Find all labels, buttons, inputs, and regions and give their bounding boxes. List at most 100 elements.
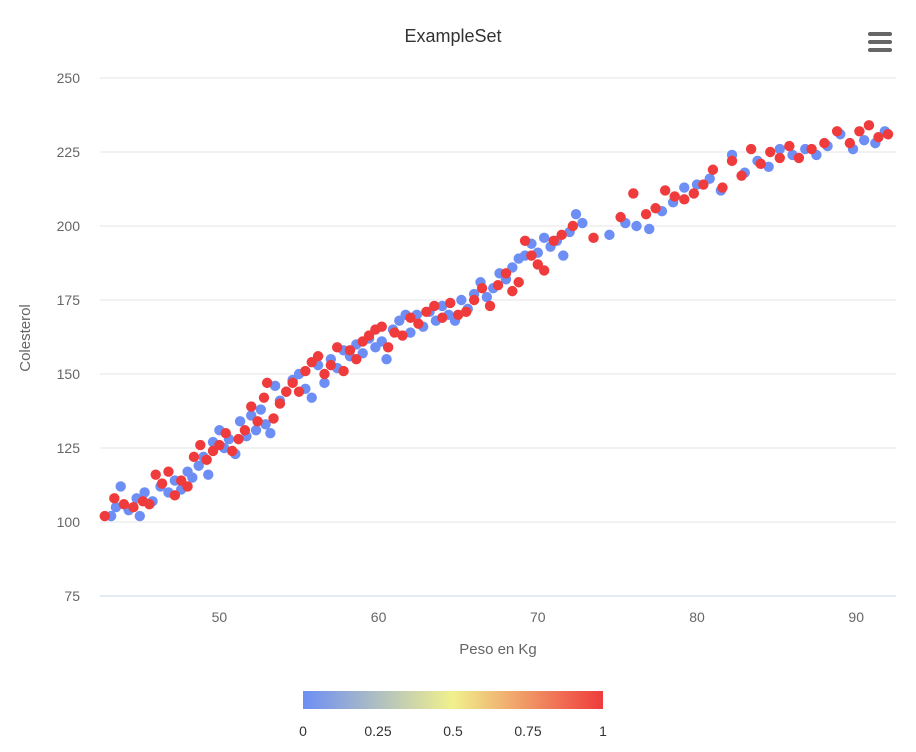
data-point — [863, 120, 875, 131]
data-point — [429, 300, 440, 312]
data-point — [306, 392, 317, 403]
data-point — [389, 327, 400, 338]
data-point — [312, 351, 324, 362]
y-tick-label: 100 — [57, 514, 81, 530]
data-point — [556, 229, 567, 241]
data-point — [567, 220, 579, 232]
data-point — [163, 466, 174, 477]
data-point — [604, 229, 615, 241]
data-point — [261, 377, 273, 389]
data-point — [669, 191, 680, 202]
y-tick-label: 150 — [57, 366, 81, 382]
data-point — [265, 428, 276, 439]
color-scale-tick-label: 0.25 — [364, 723, 391, 739]
data-point — [150, 469, 161, 480]
data-point — [460, 306, 472, 318]
data-point — [793, 152, 805, 164]
data-point — [873, 132, 884, 143]
data-point — [214, 439, 225, 451]
data-point — [144, 499, 155, 510]
y-tick-label: 250 — [57, 70, 81, 86]
data-point — [260, 419, 271, 430]
x-tick-label: 60 — [371, 609, 387, 625]
data-point — [577, 217, 588, 229]
data-point — [169, 490, 181, 501]
data-point — [405, 327, 416, 338]
data-point — [139, 487, 150, 498]
data-point — [736, 170, 747, 181]
data-point — [717, 182, 728, 193]
y-tick-label: 125 — [57, 440, 81, 456]
data-point — [453, 309, 464, 320]
data-point — [268, 413, 279, 424]
data-point — [726, 155, 738, 167]
data-point — [707, 164, 719, 175]
data-point — [128, 502, 139, 513]
data-point — [698, 179, 709, 190]
data-point — [193, 460, 204, 471]
data-point — [246, 401, 257, 412]
data-point — [615, 211, 626, 223]
data-point — [650, 203, 661, 214]
data-point — [679, 182, 690, 193]
y-tick-label: 75 — [64, 588, 80, 604]
data-point — [109, 493, 120, 504]
color-scale-tick-labels: 0 0.25 0.5 0.75 1 — [299, 723, 607, 739]
data-point — [628, 188, 639, 199]
data-point — [445, 297, 456, 309]
y-axis-label: Colesterol — [17, 304, 34, 372]
data-point — [763, 161, 774, 172]
data-point — [319, 377, 330, 389]
data-point — [293, 386, 305, 397]
y-axis-tick-labels: 75 100 125 150 175 200 225 250 — [57, 70, 81, 604]
data-point — [381, 354, 392, 365]
x-axis-label: Peso en Kg — [459, 641, 537, 658]
data-point — [376, 321, 387, 332]
data-point — [239, 425, 251, 436]
data-point — [819, 137, 830, 149]
data-point — [195, 439, 206, 451]
data-point — [774, 143, 785, 155]
data-point — [437, 300, 448, 312]
data-point — [382, 342, 394, 353]
data-point — [287, 377, 298, 389]
data-point — [558, 250, 569, 261]
data-point — [226, 445, 238, 457]
data-point — [274, 398, 286, 409]
data-point — [201, 454, 212, 466]
data-point — [765, 146, 776, 158]
data-point — [182, 481, 193, 492]
data-point — [405, 312, 416, 323]
data-point — [500, 268, 512, 279]
data-point — [344, 345, 356, 356]
data-point — [99, 510, 110, 522]
x-tick-label: 80 — [689, 609, 705, 625]
data-point — [507, 285, 518, 297]
data-point — [784, 140, 795, 152]
chart-menu-icon[interactable] — [862, 26, 898, 58]
data-point — [631, 220, 642, 232]
data-point — [679, 194, 690, 205]
data-point — [250, 425, 262, 436]
color-scale-tick-label: 1 — [599, 723, 607, 739]
data-point — [468, 294, 480, 306]
data-point — [234, 416, 246, 427]
data-point — [513, 277, 524, 288]
data-point — [110, 502, 122, 513]
data-point — [588, 232, 599, 244]
data-point — [269, 380, 281, 392]
data-point — [640, 208, 652, 220]
color-scale-tick-label: 0.75 — [514, 723, 541, 739]
data-point — [476, 282, 488, 294]
data-point — [548, 235, 559, 246]
data-point — [115, 481, 126, 492]
x-tick-label: 50 — [212, 609, 228, 625]
data-points — [99, 120, 894, 522]
data-point — [437, 312, 448, 323]
data-point — [774, 152, 785, 164]
data-point — [806, 143, 817, 155]
data-point — [156, 478, 168, 489]
data-point — [203, 469, 214, 480]
color-scale-tick-label: 0 — [299, 723, 307, 739]
